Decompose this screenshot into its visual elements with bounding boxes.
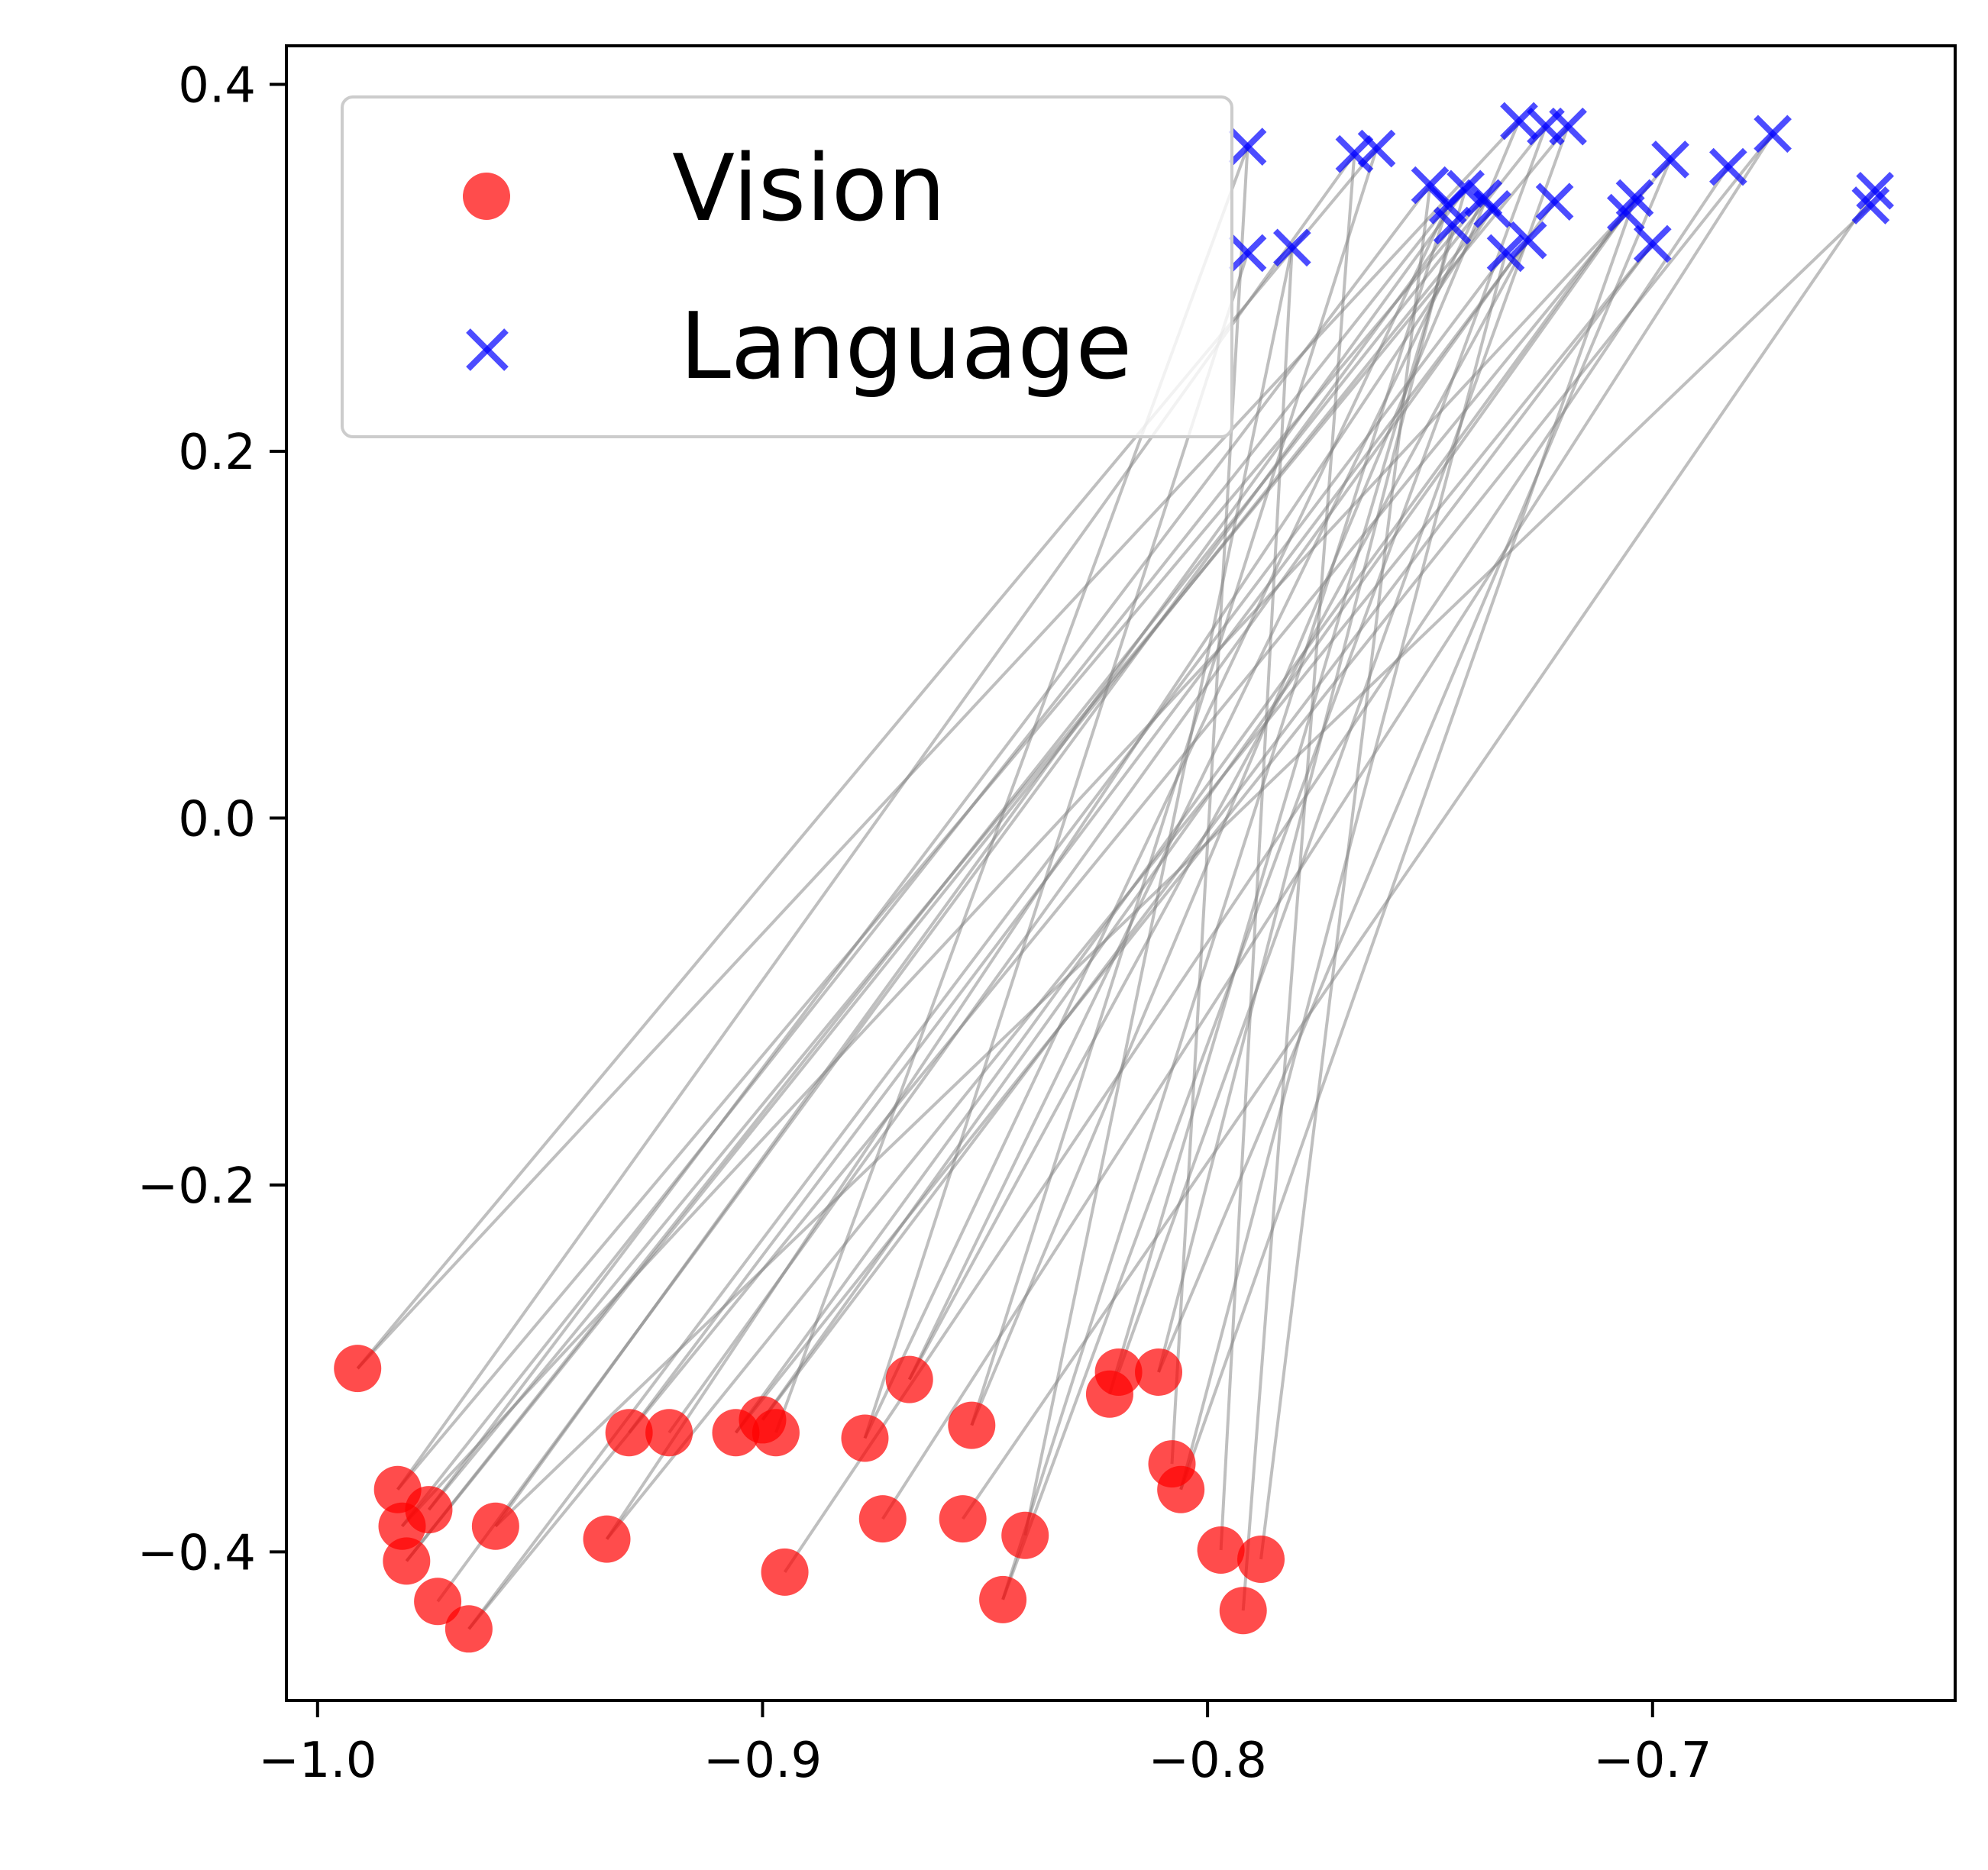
vision-point xyxy=(885,1355,933,1403)
connector-line xyxy=(401,212,1628,1528)
language-point xyxy=(1651,140,1689,179)
plot-frame xyxy=(285,44,1957,1702)
connector-line xyxy=(427,184,1432,1511)
language-point xyxy=(1433,206,1472,245)
connector-line xyxy=(1179,197,1637,1491)
x-tick-label: −0.7 xyxy=(1593,1733,1712,1789)
vision-point xyxy=(841,1414,889,1462)
connector-line xyxy=(970,147,1379,1426)
connector-line xyxy=(427,125,1569,1511)
connector-line xyxy=(467,158,1672,1630)
connector-line xyxy=(400,204,1450,1528)
vision-series xyxy=(334,1345,1285,1653)
legend-language-label: Language xyxy=(680,294,1132,400)
vision-point xyxy=(1157,1465,1205,1513)
vision-point xyxy=(1237,1536,1285,1584)
language-point xyxy=(1508,221,1547,260)
legend-box xyxy=(341,95,1233,438)
vision-point xyxy=(645,1409,693,1457)
language-point xyxy=(1615,179,1654,218)
vision-point xyxy=(471,1502,519,1550)
y-tick-label: 0.2 xyxy=(178,425,256,481)
vision-point xyxy=(1197,1526,1245,1574)
connector-line xyxy=(907,239,1530,1381)
language-point xyxy=(1272,228,1311,267)
connector-line xyxy=(1219,247,1294,1551)
language-point xyxy=(1709,147,1747,186)
vision-point xyxy=(583,1515,631,1563)
language-point xyxy=(1228,128,1267,166)
connector-line xyxy=(970,120,1521,1426)
connector-line xyxy=(761,212,1628,1421)
vision-point xyxy=(761,1548,809,1596)
connector-line xyxy=(734,197,1637,1434)
connector-line xyxy=(1179,252,1508,1491)
vision-point xyxy=(1001,1511,1049,1559)
y-tick-label: −0.2 xyxy=(137,1158,256,1215)
y-tick-label: −0.4 xyxy=(137,1525,256,1581)
connector-line xyxy=(1001,205,1450,1600)
vision-point xyxy=(979,1575,1027,1623)
connector-line xyxy=(1241,153,1356,1611)
connector-line xyxy=(1157,159,1672,1373)
vision-point xyxy=(858,1495,907,1543)
vision-point xyxy=(939,1495,987,1543)
vision-point xyxy=(1094,1348,1143,1396)
connector-line xyxy=(605,243,1654,1540)
connector-line xyxy=(356,120,1521,1370)
vision-point xyxy=(605,1409,653,1457)
vision-point xyxy=(1219,1587,1267,1635)
connector-line xyxy=(1170,147,1249,1465)
connector-line xyxy=(1117,126,1569,1373)
connector-line xyxy=(863,205,1450,1439)
language-point xyxy=(1228,234,1267,273)
connector-line xyxy=(494,188,1467,1527)
legend-vision-marker xyxy=(463,173,510,220)
vision-point xyxy=(948,1401,996,1449)
vision-point xyxy=(405,1486,453,1534)
language-point xyxy=(1754,115,1792,153)
connector-line xyxy=(467,252,1508,1630)
language-series xyxy=(1228,102,1894,273)
vision-point xyxy=(383,1537,431,1585)
x-axis: −1.0 −0.9 −0.8 −0.7 xyxy=(258,1700,1712,1789)
y-axis: 0.4 0.2 0.0 −0.2 −0.4 xyxy=(137,57,286,1581)
x-tick-label: −1.0 xyxy=(258,1733,377,1789)
language-point xyxy=(1486,234,1525,273)
vision-point xyxy=(334,1345,382,1393)
y-tick-label: 0.0 xyxy=(178,791,256,848)
connector-line xyxy=(628,239,1530,1434)
connector-line xyxy=(1259,185,1432,1560)
legend-language-marker xyxy=(466,328,509,371)
legend: Vision Language xyxy=(341,95,1233,438)
vision-point xyxy=(444,1605,493,1653)
x-tick-label: −0.9 xyxy=(703,1733,822,1789)
connector-line xyxy=(405,208,1494,1562)
connector-line xyxy=(1023,247,1294,1536)
connector-line xyxy=(863,252,1249,1439)
language-point xyxy=(1335,134,1374,173)
language-point xyxy=(1535,182,1574,221)
language-point xyxy=(1473,189,1511,228)
x-tick-label: −0.8 xyxy=(1148,1733,1266,1789)
vision-point xyxy=(414,1578,462,1626)
language-point xyxy=(1447,170,1485,208)
vision-point xyxy=(752,1409,800,1457)
language-point xyxy=(1856,171,1894,210)
language-point xyxy=(1549,107,1587,146)
connector-line xyxy=(783,166,1730,1573)
y-tick-label: 0.4 xyxy=(178,57,256,114)
language-point xyxy=(1633,224,1672,263)
connector-line xyxy=(881,133,1774,1520)
connector-line xyxy=(1001,126,1547,1600)
legend-vision-label: Vision xyxy=(672,136,946,242)
language-point xyxy=(1357,129,1396,168)
vision-point xyxy=(1135,1348,1183,1396)
